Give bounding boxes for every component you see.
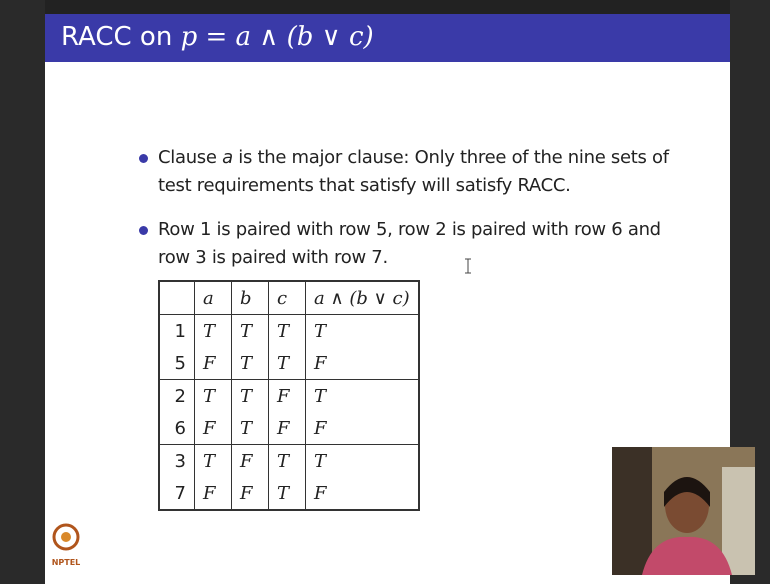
cell: F	[231, 444, 269, 477]
cell: T	[305, 314, 420, 347]
cell: 7	[158, 477, 195, 510]
cell: F	[194, 347, 232, 380]
cell: T	[268, 444, 306, 477]
cell: T	[268, 347, 306, 380]
cell: F	[305, 347, 420, 380]
cell: 5	[158, 347, 195, 380]
cell: T	[305, 379, 420, 412]
cell: T	[194, 314, 232, 347]
cell: F	[268, 412, 306, 445]
cursor	[465, 258, 471, 274]
cell: T	[194, 379, 232, 412]
cell: T	[305, 444, 420, 477]
text: Row 1 is paired with row 5, row 2 is pai…	[158, 219, 661, 268]
cell: F	[268, 379, 306, 412]
video-frame	[612, 447, 755, 575]
cell: T	[268, 314, 306, 347]
header-cell: b	[231, 281, 269, 315]
title-bar: RACC on p = a ∧ (b ∨ c)	[45, 14, 730, 62]
top-band	[45, 0, 730, 14]
slide: RACC on p = a ∧ (b ∨ c) Clause a is the …	[45, 0, 755, 584]
logo-icon	[52, 523, 80, 551]
speaker-video	[612, 447, 755, 575]
cell: F	[305, 477, 420, 510]
header-cell: a	[194, 281, 232, 315]
header-cell: c	[268, 281, 306, 315]
cell: 6	[158, 412, 195, 445]
cell: T	[231, 412, 269, 445]
bullet: Clause a is the major clause: Only three…	[139, 144, 678, 200]
cell: F	[194, 412, 232, 445]
cell: F	[305, 412, 420, 445]
cell: T	[194, 444, 232, 477]
title: RACC on	[61, 22, 173, 52]
cell: 3	[158, 444, 195, 477]
header-cell: a ∧ (b ∨ c)	[305, 281, 420, 315]
cell: F	[194, 477, 232, 510]
logo-text: NPTEL	[51, 558, 81, 567]
header-cell	[158, 281, 195, 315]
text: a	[222, 147, 233, 168]
bullet: Row 1 is paired with row 5, row 2 is pai…	[139, 216, 678, 272]
text: Clause	[158, 147, 223, 168]
cell: 1	[158, 314, 195, 347]
cell: T	[231, 314, 269, 347]
cell: T	[268, 477, 306, 510]
cell: T	[231, 347, 269, 380]
logo: NPTEL	[48, 520, 84, 567]
title-formula: p = a ∧ (b ∨ c)	[180, 22, 374, 52]
cell: F	[231, 477, 269, 510]
cell: 2	[158, 379, 195, 412]
text: is the major clause: Only three of the n…	[158, 147, 669, 196]
cell: T	[231, 379, 269, 412]
